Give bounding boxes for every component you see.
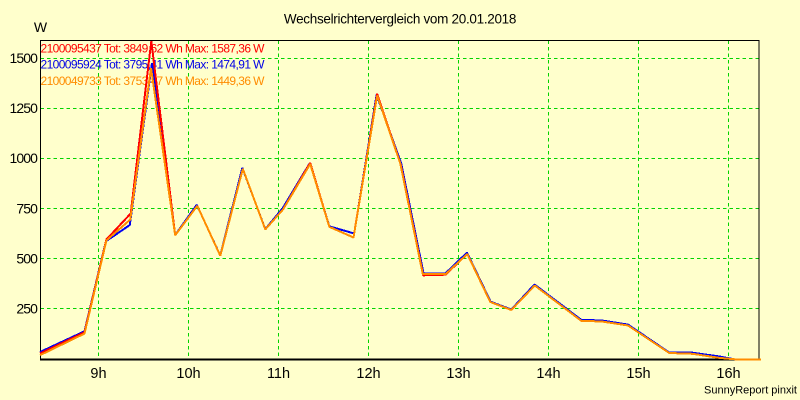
svg-text:500: 500 bbox=[16, 251, 38, 267]
svg-text:750: 750 bbox=[16, 201, 38, 217]
svg-text:W: W bbox=[34, 19, 48, 35]
svg-text:9h: 9h bbox=[90, 366, 106, 382]
svg-text:250: 250 bbox=[16, 301, 38, 317]
svg-text:10h: 10h bbox=[176, 366, 200, 382]
svg-text:13h: 13h bbox=[446, 366, 470, 382]
svg-text:16h: 16h bbox=[716, 366, 740, 382]
svg-text:1500: 1500 bbox=[9, 50, 38, 66]
svg-text:11h: 11h bbox=[267, 366, 290, 382]
svg-text:14h: 14h bbox=[536, 366, 560, 382]
svg-text:15h: 15h bbox=[626, 366, 650, 382]
svg-text:1000: 1000 bbox=[9, 150, 38, 166]
svg-text:SunnyReport pinxit: SunnyReport pinxit bbox=[704, 385, 797, 397]
svg-text:Wechselrichtervergleich vom 20: Wechselrichtervergleich vom 20.01.2018 bbox=[284, 12, 516, 27]
svg-text:1250: 1250 bbox=[9, 100, 38, 116]
svg-text:12h: 12h bbox=[356, 366, 380, 382]
